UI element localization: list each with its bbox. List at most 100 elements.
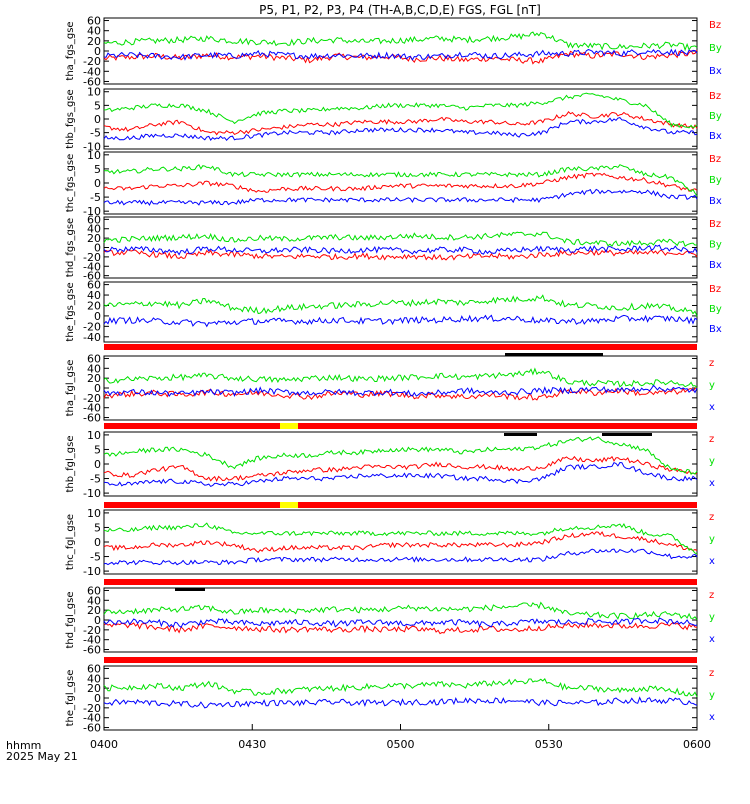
legend-z: z	[709, 358, 714, 369]
legend-y: y	[709, 690, 715, 701]
y-axis-label: thc_fgl_gse	[65, 514, 76, 570]
series-z-line	[103, 531, 698, 554]
y-tick-label: 5	[94, 443, 101, 456]
x-tick-label: 0530	[535, 738, 563, 751]
legend-x: x	[709, 478, 715, 489]
y-tick-label: 20	[87, 299, 101, 312]
series-y-line	[103, 601, 698, 620]
panel-frame	[103, 355, 698, 421]
y-tick-label: 5	[94, 163, 101, 176]
y-tick-label: -40	[83, 65, 101, 78]
y-tick-label: -20	[83, 702, 101, 715]
y-tick-label: -20	[83, 392, 101, 405]
series-Bx-line	[103, 48, 698, 61]
y-axis-label: thc_fgs_gse	[65, 154, 76, 213]
y-tick-label: 10	[87, 149, 101, 162]
status-mark	[602, 433, 652, 436]
series-y-line	[103, 678, 698, 698]
time-axis: 0400 0430 0500 0530 0600	[90, 724, 711, 751]
series-By-line	[103, 31, 698, 52]
y-tick-label: -5	[90, 473, 101, 486]
chart-title: P5, P1, P2, P3, P4 (TH-A,B,C,D,E) FGS, F…	[259, 3, 541, 17]
y-tick-label: -5	[90, 127, 101, 140]
legend-By: By	[709, 304, 722, 315]
legend-By: By	[709, 43, 722, 54]
panel-frame	[103, 151, 698, 215]
y-tick-label: 40	[87, 25, 101, 38]
y-tick-label: -10	[83, 487, 101, 500]
y-axis-label: the_fgl_gse	[65, 670, 76, 727]
y-tick-label: 60	[87, 15, 101, 28]
x-tick-label: 0400	[90, 738, 118, 751]
y-tick-label: 40	[87, 289, 101, 302]
y-tick-label: -40	[83, 260, 101, 273]
y-tick-label: -40	[83, 712, 101, 725]
y-tick-label: 0	[94, 382, 101, 395]
series-By-line	[104, 92, 698, 129]
legend-x: x	[709, 402, 715, 413]
legend-y: y	[709, 612, 715, 623]
y-tick-label: 40	[87, 594, 101, 607]
y-tick-label: 20	[87, 604, 101, 617]
y-tick-label: -60	[83, 644, 101, 657]
legend-By: By	[709, 111, 722, 122]
y-tick-label: 20	[87, 372, 101, 385]
legend-z: z	[709, 668, 714, 679]
y-axis-label: thd_fgs_gse	[65, 218, 76, 277]
series-x-line	[103, 384, 698, 397]
y-tick-label: -60	[83, 270, 101, 283]
y-tick-label: 0	[94, 458, 101, 471]
y-tick-label: 40	[87, 362, 101, 375]
y-tick-label: -20	[83, 251, 101, 264]
series-y-line	[103, 436, 698, 475]
x-tick-label: 0430	[238, 738, 266, 751]
y-axis-label: the_fgs_gse	[65, 282, 76, 341]
y-tick-label: -10	[83, 565, 101, 578]
series-By-line	[103, 164, 698, 197]
series-Bz-line	[103, 172, 698, 193]
series-Bx-line	[103, 117, 698, 142]
legend-Bz: Bz	[709, 91, 721, 102]
legend-x: x	[709, 556, 715, 567]
y-tick-label: -40	[83, 634, 101, 647]
y-tick-label: 60	[87, 213, 101, 226]
y-tick-label: 0	[94, 113, 101, 126]
y-tick-label: 10	[87, 86, 101, 99]
status-bar	[104, 657, 697, 663]
y-tick-label: -60	[83, 722, 101, 735]
panel-frame	[103, 665, 698, 731]
legend-Bx: Bx	[709, 131, 722, 142]
status-gap	[280, 423, 298, 429]
status-mark	[505, 353, 603, 356]
time-axis-label: hhmm	[6, 739, 41, 752]
y-axis-label: thd_fgl_gse	[65, 592, 76, 649]
y-tick-label: 0	[94, 45, 101, 58]
panel-frame	[103, 88, 698, 150]
legend-z: z	[709, 434, 714, 445]
y-tick-label: -40	[83, 402, 101, 415]
status-bar	[104, 502, 697, 508]
y-tick-label: 60	[87, 662, 101, 675]
series-y-line	[103, 522, 698, 555]
y-tick-label: 0	[94, 614, 101, 627]
legend-Bz: Bz	[709, 219, 721, 230]
y-tick-label: 5	[94, 521, 101, 534]
y-tick-label: -10	[83, 205, 101, 218]
y-tick-label: 0	[94, 310, 101, 323]
y-tick-label: 20	[87, 35, 101, 48]
y-tick-label: 5	[94, 99, 101, 112]
panel-thb_fgl_gse: 105 0 -5-10 thb_fgl_gse zyx	[65, 429, 715, 500]
y-axis-label: thb_fgs_gse	[65, 89, 76, 148]
y-tick-label: 20	[87, 232, 101, 245]
y-tick-label: -5	[90, 551, 101, 564]
y-tick-label: -5	[90, 191, 101, 204]
y-tick-label: 10	[87, 429, 101, 442]
